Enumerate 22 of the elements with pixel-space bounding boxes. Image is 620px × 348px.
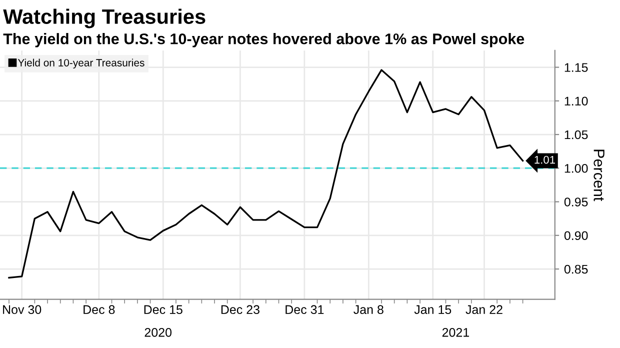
y-tick-label: 1.10: [564, 96, 588, 106]
text: 2020: [144, 328, 172, 337]
y-tick-label: 1.00: [564, 164, 588, 173]
y-tick-label: 0.85: [564, 264, 588, 274]
y-tick-label: 0.95: [564, 198, 588, 206]
x-tick-label: Dec 31: [286, 305, 324, 314]
legend-label: Yield on 10-year Treasuries: [18, 58, 144, 69]
chart-title: Watching Treasuries: [3, 8, 206, 28]
x-tick-label: Jan 15: [414, 305, 452, 314]
y-tick-label: 1.05: [564, 130, 588, 140]
y-axis-title: Percent: [594, 150, 604, 202]
chart-subtitle: The yield on the U.S.'s 10-year notes hovered above 1% as Powel spoke: [3, 33, 524, 48]
x-tick-label: Dec 15: [144, 305, 182, 314]
y-tick-label: 0.90: [564, 231, 588, 240]
x-tick-label: Dec 23: [221, 305, 260, 314]
x-tick-label: Jan 22: [466, 305, 502, 314]
text: 2021: [442, 328, 469, 337]
data-label: 1.01: [534, 156, 555, 164]
x-tick-label: Dec 8: [84, 305, 115, 314]
y-tick-label: 1.15: [564, 63, 588, 72]
x-tick-label: Nov 30: [3, 305, 42, 314]
x-tick-label: Jan 8: [354, 305, 384, 314]
